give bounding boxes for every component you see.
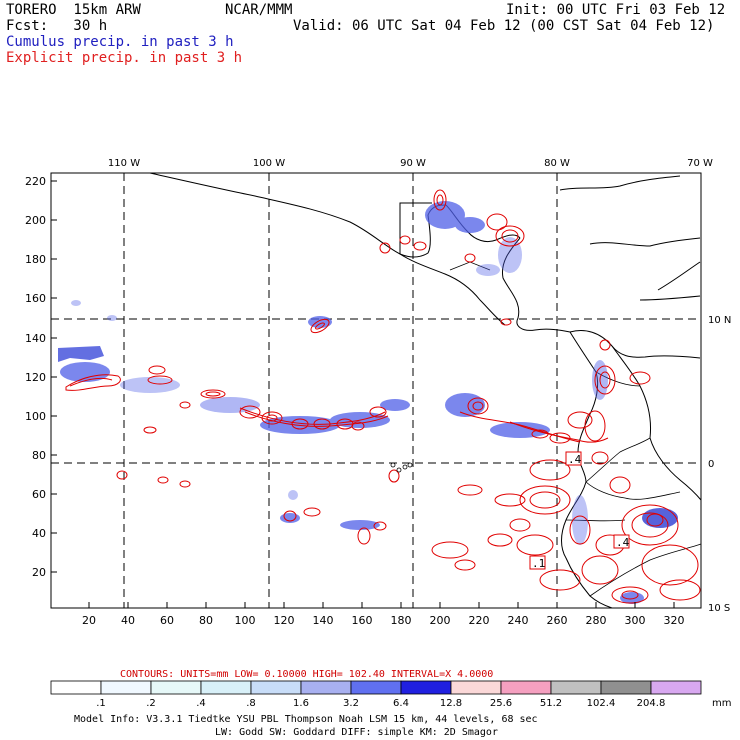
x-tick-label: 120 <box>274 614 295 627</box>
colorbar-label: 25.6 <box>490 698 512 709</box>
x-tick-label: 220 <box>469 614 490 627</box>
box-label-3: .1 <box>532 557 545 570</box>
box-label-2: .4 <box>616 536 630 549</box>
lon-label: 100 W <box>253 158 285 169</box>
y-tick-label: 220 <box>25 175 46 188</box>
x-tick-label: 40 <box>121 614 135 627</box>
colorbar-unit: mm <box>712 698 731 709</box>
y-tick-label: 60 <box>32 488 46 501</box>
x-tick-label: 160 <box>352 614 373 627</box>
y-tick-label: 140 <box>25 332 46 345</box>
lat-label: 0 <box>708 459 714 470</box>
axis-ticks <box>51 180 675 608</box>
box-label-1: .4 <box>568 453 582 466</box>
explicit-precip-contours <box>65 189 701 604</box>
lon-label: 80 W <box>544 158 570 169</box>
valid-time: Valid: 06 UTC Sat 04 Feb 12 (00 CST Sat … <box>293 18 715 34</box>
x-tick-label: 240 <box>508 614 529 627</box>
x-tick-label: 280 <box>586 614 607 627</box>
colorbar-label: 1.6 <box>293 698 309 709</box>
y-tick-label: 120 <box>25 371 46 384</box>
colorbar-label: 12.8 <box>440 698 462 709</box>
colorbar-label: .8 <box>246 698 256 709</box>
x-tick-label: 180 <box>391 614 412 627</box>
x-tick-label: 140 <box>313 614 334 627</box>
contours-info: CONTOURS: UNITS=mm LOW= 0.10000 HIGH= 10… <box>120 669 493 680</box>
colorbar-label: .2 <box>146 698 156 709</box>
x-tick-label: 200 <box>430 614 451 627</box>
explicit-legend: Explicit precip. in past 3 h <box>6 50 243 66</box>
center-label: NCAR/MMM <box>225 2 293 18</box>
lat-label: 10 N <box>708 315 731 326</box>
colorbar-label: 102.4 <box>587 698 616 709</box>
lon-label: 110 W <box>108 158 140 169</box>
y-tick-label: 160 <box>25 292 46 305</box>
colorbar <box>50 680 702 695</box>
x-tick-label: 320 <box>664 614 685 627</box>
contour-value-boxes <box>529 451 630 570</box>
lon-label: 90 W <box>400 158 426 169</box>
y-tick-label: 80 <box>32 449 46 462</box>
init-time: Init: 00 UTC Fri 03 Feb 12 <box>506 2 726 18</box>
map-frame <box>50 172 702 609</box>
y-tick-label: 40 <box>32 527 46 540</box>
colorbar-label: 3.2 <box>343 698 359 709</box>
lon-label: 70 W <box>687 158 713 169</box>
galapagos-islands <box>390 462 413 473</box>
x-tick-label: 260 <box>547 614 568 627</box>
colorbar-label: 6.4 <box>393 698 409 709</box>
colorbar-label: .1 <box>96 698 106 709</box>
physics-info: LW: Godd SW: Goddard DIFF: simple KM: 2D… <box>215 727 498 738</box>
y-tick-label: 100 <box>25 410 46 423</box>
y-tick-label: 20 <box>32 566 46 579</box>
colorbar-label: .4 <box>196 698 206 709</box>
y-tick-label: 200 <box>25 214 46 227</box>
lat-label: 10 S <box>708 603 730 614</box>
x-tick-label: 80 <box>199 614 213 627</box>
x-tick-label: 300 <box>625 614 646 627</box>
x-tick-label: 60 <box>160 614 174 627</box>
model-info: Model Info: V3.3.1 Tiedtke YSU PBL Thomp… <box>74 714 538 725</box>
y-tick-label: 180 <box>25 253 46 266</box>
colorbar-label: 51.2 <box>540 698 562 709</box>
graticule <box>51 173 701 608</box>
cumulus-legend: Cumulus precip. in past 3 h <box>6 34 234 50</box>
forecast-hour: Fcst: 30 h <box>6 18 108 34</box>
x-tick-label: 20 <box>82 614 96 627</box>
model-title: TORERO 15km ARW <box>6 2 141 18</box>
x-tick-label: 100 <box>235 614 256 627</box>
colorbar-label: 204.8 <box>637 698 666 709</box>
